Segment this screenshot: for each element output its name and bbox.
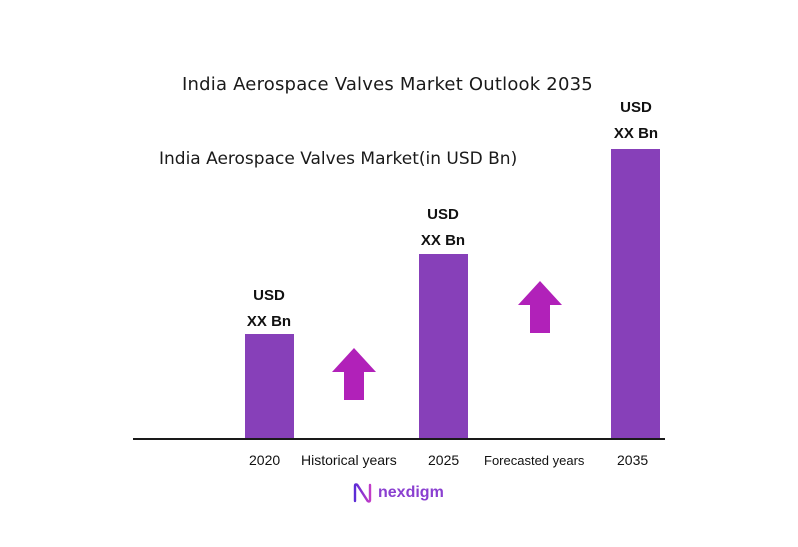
- x-tick-2035: 2035: [617, 452, 649, 468]
- bar-2035: [611, 149, 660, 439]
- x-label-forecasted: Forecasted years: [484, 453, 585, 468]
- brand-name: nexdigm: [378, 484, 444, 501]
- bar-label-currency: USD: [253, 287, 285, 304]
- x-label-historical: Historical years: [301, 452, 397, 468]
- chart-title: India Aerospace Valves Market Outlook 20…: [182, 74, 593, 95]
- bar-label-2020: USD XX Bn: [224, 283, 314, 335]
- bar-label-currency: USD: [620, 99, 652, 116]
- brand-logo: nexdigm: [352, 483, 444, 503]
- chart-subtitle: India Aerospace Valves Market(in USD Bn): [159, 149, 518, 169]
- x-axis-line: [133, 438, 665, 440]
- bar-2025: [419, 254, 468, 439]
- nexdigm-logo-icon: [353, 483, 372, 503]
- bar-label-value: XX Bn: [420, 232, 466, 249]
- up-arrow-icon: [518, 281, 562, 333]
- bar-label-value: XX Bn: [246, 313, 292, 330]
- x-tick-2025: 2025: [428, 452, 460, 468]
- bar-label-value: XX Bn: [613, 125, 659, 142]
- x-tick-2020: 2020: [249, 452, 281, 468]
- bar-label-currency: USD: [427, 206, 459, 223]
- bar-2020: [245, 334, 294, 439]
- bar-label-2025: USD XX Bn: [398, 202, 488, 254]
- up-arrow-icon: [332, 348, 376, 400]
- bar-label-2035: USD XX Bn: [591, 95, 681, 147]
